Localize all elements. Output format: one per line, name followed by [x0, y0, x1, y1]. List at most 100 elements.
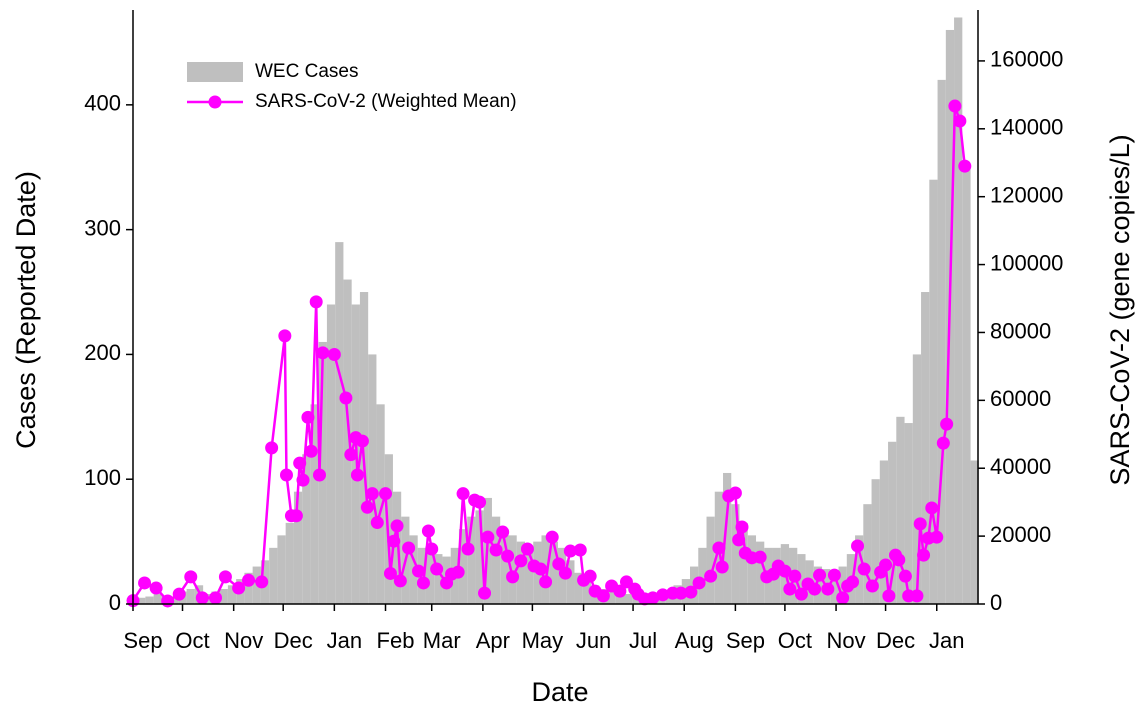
bar [302, 454, 311, 604]
marker [387, 534, 401, 548]
bar [153, 594, 162, 604]
marker [783, 582, 797, 596]
bar [170, 597, 179, 604]
marker [461, 542, 475, 556]
marker [753, 550, 767, 564]
marker [425, 542, 439, 556]
x-tick-label: Jul [629, 628, 657, 653]
bar [137, 597, 146, 604]
legend-label: WEC Cases [255, 61, 358, 82]
y-tick-label: 100 [84, 465, 121, 490]
x-tick-label: Sep [123, 628, 162, 653]
x-tick-label: Apr [476, 628, 510, 653]
marker [953, 114, 967, 128]
marker [355, 434, 369, 448]
marker [656, 588, 670, 602]
marker [278, 329, 292, 343]
marker [383, 566, 397, 580]
marker [421, 524, 435, 538]
marker [312, 468, 326, 482]
y-tick-label: 400 [84, 91, 121, 116]
marker [344, 448, 358, 462]
bar [219, 589, 228, 604]
bar [962, 167, 971, 604]
y2-tick-label: 40000 [990, 454, 1051, 479]
x-tick-label: Dec [876, 628, 915, 653]
bar [343, 279, 352, 604]
marker [289, 509, 303, 523]
marker [788, 569, 802, 583]
bar [937, 79, 946, 605]
marker [851, 539, 865, 553]
y2-axis-label: SARS-CoV-2 (gene copies/L) [1105, 134, 1135, 485]
y-tick-label: 200 [84, 340, 121, 365]
marker [930, 530, 944, 544]
bar [706, 516, 715, 604]
marker [613, 584, 627, 598]
bar [145, 596, 154, 604]
bar [871, 479, 880, 604]
marker [350, 468, 364, 482]
y2-tick-label: 80000 [990, 318, 1051, 343]
marker [209, 591, 223, 605]
bar [326, 304, 336, 604]
marker [393, 574, 407, 588]
marker [728, 486, 742, 500]
x-tick-label: Aug [675, 628, 714, 653]
bar [582, 579, 591, 604]
marker [451, 565, 465, 579]
marker [456, 487, 470, 501]
bar [623, 594, 633, 604]
marker [808, 582, 822, 596]
marker [563, 544, 577, 558]
marker [865, 579, 879, 593]
bar [615, 591, 624, 604]
marker [882, 589, 896, 603]
bar [458, 529, 468, 604]
legend-label: SARS-CoV-2 (Weighted Mean) [255, 91, 517, 112]
bar [830, 572, 839, 604]
bar [879, 460, 889, 604]
bar [227, 585, 237, 604]
marker [821, 582, 835, 596]
marker [712, 541, 726, 555]
bar [425, 554, 435, 604]
marker [558, 566, 572, 580]
bar [607, 591, 616, 604]
bar [392, 491, 402, 604]
marker [218, 570, 232, 584]
legend-marker [208, 95, 222, 109]
x-tick-label: Oct [778, 628, 812, 653]
bar [368, 354, 377, 604]
marker [534, 562, 548, 576]
marker [836, 591, 850, 605]
marker [925, 501, 939, 515]
marker [674, 586, 688, 600]
bar [475, 510, 484, 604]
marker [296, 473, 310, 487]
marker [539, 575, 553, 589]
x-tick-label: Jan [327, 628, 362, 653]
marker [161, 594, 175, 608]
marker [958, 159, 972, 173]
bar [508, 535, 517, 604]
marker [304, 444, 318, 458]
marker [715, 560, 729, 574]
bar [863, 504, 872, 604]
marker [917, 548, 931, 562]
legend-swatch [187, 62, 243, 82]
x-tick-label: Mar [423, 628, 461, 653]
marker [489, 543, 503, 557]
y2-tick-label: 160000 [990, 47, 1063, 72]
marker [910, 589, 924, 603]
bar [912, 354, 922, 604]
x-tick-label: Nov [224, 628, 263, 653]
marker [430, 562, 444, 576]
marker [514, 554, 528, 568]
marker [478, 586, 492, 600]
y2-tick-label: 100000 [990, 250, 1063, 275]
y-tick-label: 0 [109, 590, 121, 615]
marker [596, 589, 610, 603]
